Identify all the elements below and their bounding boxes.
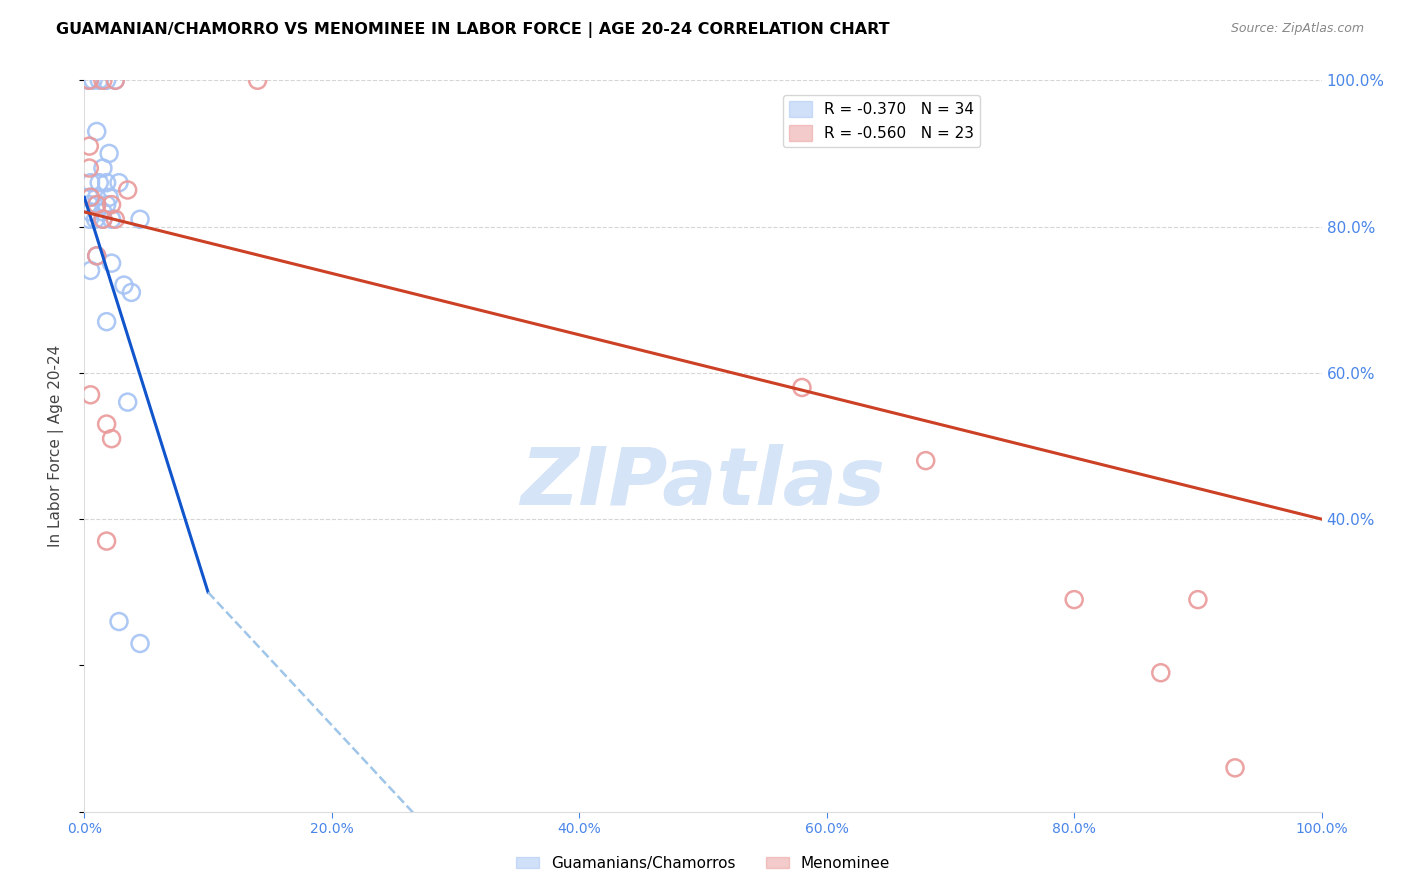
Point xyxy=(86,249,108,263)
Point xyxy=(1223,761,1246,775)
Point xyxy=(91,212,114,227)
Text: GUAMANIAN/CHAMORRO VS MENOMINEE IN LABOR FORCE | AGE 20-24 CORRELATION CHART: GUAMANIAN/CHAMORRO VS MENOMINEE IN LABOR… xyxy=(56,22,890,38)
Point xyxy=(89,73,111,87)
Point xyxy=(96,315,118,329)
Point xyxy=(100,256,122,270)
Point xyxy=(77,73,100,87)
Text: ZIPatlas: ZIPatlas xyxy=(520,443,886,522)
Point xyxy=(129,212,152,227)
Point xyxy=(79,176,101,190)
Point xyxy=(91,205,114,219)
Point xyxy=(79,388,101,402)
Point xyxy=(129,636,152,650)
Point xyxy=(1063,592,1085,607)
Point xyxy=(86,197,108,211)
Point xyxy=(86,197,108,211)
Point xyxy=(79,73,101,87)
Point xyxy=(86,249,108,263)
Point xyxy=(79,205,101,219)
Point xyxy=(104,73,127,87)
Point xyxy=(246,73,269,87)
Point xyxy=(79,263,101,277)
Point xyxy=(91,161,114,175)
Point xyxy=(98,146,121,161)
Point xyxy=(117,183,139,197)
Point xyxy=(82,73,104,87)
Point xyxy=(100,432,122,446)
Point xyxy=(79,197,101,211)
Point xyxy=(84,212,107,227)
Point xyxy=(96,534,118,549)
Point xyxy=(96,73,118,87)
Point xyxy=(108,615,131,629)
Point xyxy=(1150,665,1173,680)
Text: Source: ZipAtlas.com: Source: ZipAtlas.com xyxy=(1230,22,1364,36)
Point xyxy=(112,278,135,293)
Point xyxy=(104,73,127,87)
Point xyxy=(98,190,121,204)
Point xyxy=(117,395,139,409)
Legend: Guamanians/Chamorros, Menominee: Guamanians/Chamorros, Menominee xyxy=(509,850,897,877)
Point xyxy=(86,124,108,138)
Point xyxy=(91,212,114,227)
Point xyxy=(1187,592,1209,607)
Point xyxy=(79,139,101,153)
Point xyxy=(79,161,101,175)
Point xyxy=(96,176,118,190)
Point xyxy=(79,212,101,227)
Point xyxy=(91,73,114,87)
Point xyxy=(104,212,127,227)
Point xyxy=(86,190,108,204)
Point xyxy=(790,380,813,394)
Point xyxy=(96,197,118,211)
Point xyxy=(100,212,122,227)
Y-axis label: In Labor Force | Age 20-24: In Labor Force | Age 20-24 xyxy=(48,345,63,547)
Point xyxy=(108,176,131,190)
Point xyxy=(79,190,101,204)
Point xyxy=(96,417,118,431)
Point xyxy=(100,197,122,211)
Point xyxy=(89,176,111,190)
Point xyxy=(914,453,936,467)
Point xyxy=(120,285,142,300)
Point xyxy=(79,190,101,204)
